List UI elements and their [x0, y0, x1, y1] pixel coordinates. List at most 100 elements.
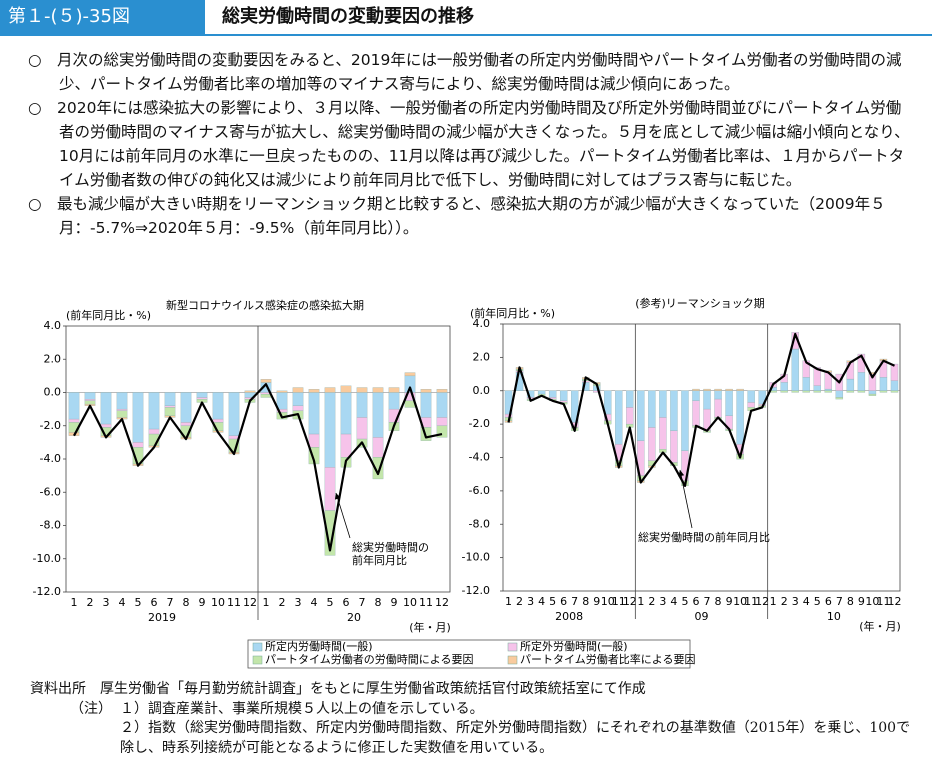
x-tick-label: 1 [505, 595, 512, 608]
y-axis-label: (前年同月比・%) [470, 306, 555, 320]
note-item: １）調査産業計、事業所規模５人以上の値を示している。 [120, 700, 484, 717]
bar-segment [292, 387, 304, 393]
legend-swatch [252, 655, 263, 665]
source-text: 厚生労働省「毎月勤労統計調査」をもとに厚生労働省政策統括官付政策統括室にて作成 [100, 681, 646, 697]
bar-segment [100, 392, 112, 425]
bar-segment [372, 457, 384, 480]
bar-segment [725, 390, 733, 416]
annotation: 総実労働時間の [352, 540, 429, 554]
bar-segment [868, 390, 877, 395]
bar-segment [356, 387, 368, 393]
bar-segment [846, 378, 855, 391]
bar-segment [824, 390, 832, 393]
bar-segment [604, 390, 612, 415]
bar-segment [648, 427, 656, 461]
x-tick-label: 1 [637, 595, 644, 608]
bar-segment [857, 372, 866, 391]
bar-segment [324, 467, 336, 511]
bar-segment [537, 390, 546, 395]
x-tick-label: 5 [681, 595, 688, 608]
bar-segment [559, 400, 568, 403]
bar-segment [420, 392, 432, 418]
x-tick-label: 7 [167, 596, 174, 609]
bar-segment [703, 390, 711, 410]
source-row: 資料出所 厚生労働省「毎月勤労統計調査」をもとに厚生労働省政策統括官付政策統括室に… [30, 680, 920, 700]
annotation-arrowhead [334, 493, 341, 500]
x-tick-label: 11 [419, 596, 433, 609]
annotation-arrowhead [678, 470, 685, 477]
bar-segment [84, 392, 96, 400]
bar-segment [703, 388, 711, 391]
x-tick-label: 2 [781, 595, 788, 608]
legend-label: 所定外労働時間(一般) [520, 639, 628, 653]
y-tick-label: 0.0 [44, 386, 62, 399]
x-tick-label: 4 [119, 596, 126, 609]
y-tick-label: -2.0 [469, 417, 490, 430]
x-tick-label: 7 [359, 596, 366, 609]
x-tick-label: 11 [612, 595, 626, 608]
bar-segment [890, 380, 899, 391]
bar-segment [292, 392, 304, 406]
x-tick-label: 12 [435, 596, 449, 609]
bar-segment [559, 390, 568, 401]
legend-label: パートタイム労働者の労働時間による要因 [265, 652, 473, 666]
bar-segment [802, 390, 810, 393]
bar-segment [228, 392, 240, 436]
bar-segment [356, 392, 368, 418]
bar-segment [835, 397, 844, 400]
bar-segment [260, 394, 272, 398]
x-tick-label: 10 [601, 595, 615, 608]
bar-segment [116, 392, 128, 410]
x-tick-label: 9 [858, 595, 865, 608]
bar-segment [692, 400, 700, 426]
x-tick-label: 6 [151, 596, 158, 609]
year-label: 2019 [148, 611, 176, 624]
bar-segment [132, 392, 144, 443]
x-tick-label: 3 [527, 595, 534, 608]
x-tick-label: 9 [726, 595, 733, 608]
y-tick-label: -12.0 [33, 585, 61, 598]
x-tick-label: 3 [659, 595, 666, 608]
x-tick-label: 5 [327, 596, 334, 609]
bar-segment [324, 387, 336, 393]
y-tick-label: 2.0 [473, 350, 491, 363]
bar-segment [791, 348, 799, 391]
source-label: 資料出所 [30, 681, 86, 697]
bar-segment [747, 390, 755, 403]
bar-segment [100, 423, 112, 428]
note-row: ２）指数（総実労働時間指数、所定内労働時間指数、所定外労働時間指数）にそれぞれの… [30, 719, 920, 758]
bar-segment [180, 392, 192, 423]
bar-segment [615, 390, 623, 445]
bar-segment [148, 428, 160, 435]
x-tick-label: 1 [770, 595, 777, 608]
bar-segment [260, 379, 272, 383]
bar-segment [340, 392, 352, 435]
legend-label: パートタイム労働者比率による要因 [520, 652, 695, 666]
legend-label: 所定内労働時間(一般) [265, 639, 373, 653]
bar-segment [736, 390, 744, 445]
bar-segment [835, 390, 844, 398]
x-tick-label: 7 [571, 595, 578, 608]
note-row: （注） １）調査産業計、事業所規模５人以上の値を示している。 [30, 700, 920, 720]
bar-segment [670, 390, 678, 431]
x-tick-label: 5 [135, 596, 142, 609]
bar-segment [148, 392, 160, 430]
bar-segment [626, 407, 634, 425]
bar-segment [659, 390, 667, 418]
x-tick-label: 10 [403, 596, 417, 609]
x-tick-label: 1 [263, 596, 270, 609]
bar-segment [164, 405, 176, 408]
y-tick-label: 4.0 [473, 317, 491, 330]
annotation: 総実労働時間の前年同月比 [638, 530, 770, 544]
total-line [507, 332, 895, 487]
bar-segment [164, 407, 176, 416]
x-tick-label: 1 [71, 596, 78, 609]
bar-segment [813, 390, 821, 393]
x-tick-label: 6 [343, 596, 350, 609]
x-tick-label: 10 [865, 595, 879, 608]
y-tick-label: -4.0 [469, 451, 490, 464]
legend-box [247, 639, 691, 669]
x-tick-label: 6 [560, 595, 567, 608]
header: 第１-(５)-35図 総実労働時間の変動要因の推移 [0, 0, 932, 36]
